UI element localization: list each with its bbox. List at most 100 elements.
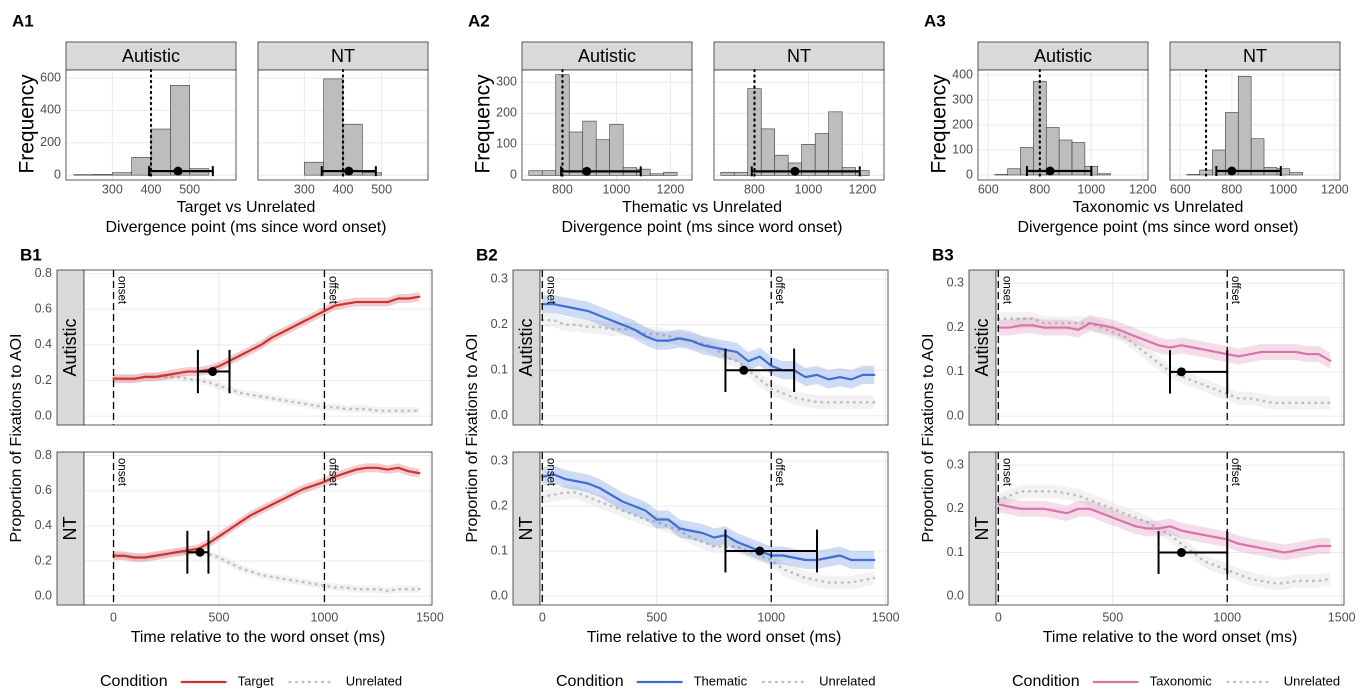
x-tick-label: 600 (978, 182, 999, 196)
y-tick-label: 0.1 (491, 543, 508, 557)
y-tick-label: 0.0 (491, 408, 508, 422)
facet-label: Autistic (972, 318, 992, 376)
estimate-point (739, 365, 749, 375)
facet-strip (512, 451, 541, 606)
x-tick-label: 500 (371, 182, 392, 196)
y-tick-label: 0.0 (35, 589, 52, 603)
histogram-bar (733, 171, 749, 176)
y-tick-label: 0.3 (947, 457, 964, 471)
annotation-label: onset (544, 276, 556, 305)
x-tick-label: 1200 (849, 182, 877, 196)
histogram-bar (814, 133, 829, 176)
plot-background (996, 452, 1344, 605)
panel-label: A1 (12, 11, 34, 30)
y-tick-label: 0 (510, 168, 517, 182)
histogram-bar (994, 174, 1008, 176)
y-tick-label: 0.0 (947, 408, 964, 422)
x-tick-label: 1200 (1321, 182, 1349, 196)
y-tick-label: 300 (496, 75, 517, 89)
x-axis-title: Time relative to the word onset (ms) (587, 629, 842, 646)
x-tick-label: 1000 (1077, 182, 1105, 196)
plot-border (257, 69, 429, 181)
x-tick-label: 0 (995, 610, 1002, 624)
histogram-bar (855, 170, 870, 176)
y-tick-label: 0 (54, 167, 61, 181)
histogram-bar (649, 173, 664, 176)
ribbon (113, 463, 420, 562)
panel-label: A2 (468, 11, 490, 30)
y-tick-label: 200 (496, 106, 517, 120)
annotation-label: onset (115, 458, 127, 487)
x-tick-label: 300 (294, 182, 315, 196)
ribbon (542, 485, 875, 590)
x-tick-label: 300 (102, 182, 123, 196)
plot-border (521, 69, 693, 181)
facet-label: NT (972, 517, 992, 541)
histogram-bar (92, 174, 113, 176)
y-tick-label: 0.2 (35, 373, 52, 387)
estimate-point (582, 166, 592, 176)
estimate-point (173, 166, 183, 176)
legend-label: Thematic (694, 673, 748, 688)
y-tick-label: 0.2 (491, 317, 508, 331)
panel-label: A3 (924, 11, 946, 30)
y-tick-label: 0.6 (35, 483, 52, 497)
legend-title: Condition (556, 673, 624, 690)
y-tick-label: 0.3 (491, 271, 508, 285)
estimate-point (1176, 548, 1186, 558)
legend-title: Condition (100, 673, 168, 690)
series-line (997, 322, 1332, 362)
y-tick-label: 0.6 (35, 301, 52, 315)
x-axis-title: Time relative to the word onset (ms) (1043, 629, 1298, 646)
y-tick-label: 0.2 (35, 553, 52, 567)
facet-strip (713, 41, 885, 71)
plot-border (65, 69, 237, 181)
facet-label: Autistic (516, 318, 536, 376)
series-line (112, 295, 421, 380)
histogram-bar (1058, 139, 1073, 176)
y-tick-label: 0.2 (947, 501, 964, 515)
x-tick-label: 800 (1029, 182, 1050, 196)
histogram-bar (1033, 80, 1047, 176)
legend-label: Taxonomic (1150, 673, 1213, 688)
series-line (112, 375, 421, 413)
y-tick-label: 0.0 (947, 589, 964, 603)
histogram-bar (828, 111, 843, 176)
facet-strip (257, 41, 429, 71)
y-tick-label: 0.0 (35, 408, 52, 422)
histogram-bar (1225, 112, 1239, 176)
estimate-point (344, 166, 354, 176)
y-tick-label: 0.8 (35, 448, 52, 462)
y-tick-label: 0.0 (491, 588, 508, 602)
y-tick-label: 200 (40, 135, 61, 149)
y-tick-label: 0.4 (35, 337, 52, 351)
x-tick-label: 400 (141, 182, 162, 196)
facet-strip (512, 269, 541, 426)
facet-label: Autistic (122, 46, 180, 66)
annotation-label: onset (1000, 276, 1012, 305)
facet-label: NT (787, 46, 811, 66)
x-tick-label: 400 (333, 182, 354, 196)
facet-label: Autistic (60, 318, 80, 376)
y-tick-label: 100 (952, 142, 973, 156)
series-line (112, 466, 421, 559)
x-tick-label: 1000 (795, 182, 823, 196)
annotation-label: onset (115, 276, 127, 305)
series-line (997, 503, 1332, 554)
facet-strip (968, 269, 997, 426)
facet-label: NT (516, 517, 536, 541)
y-tick-label: 600 (40, 70, 61, 84)
ribbon (113, 548, 420, 595)
x-tick-label: 500 (646, 610, 667, 624)
y-tick-label: 0.2 (491, 498, 508, 512)
x-tick-label: 1000 (603, 182, 631, 196)
facet-label: Autistic (1034, 46, 1092, 66)
histogram-bar (1097, 173, 1111, 176)
x-tick-label: 500 (1102, 610, 1123, 624)
facet-strip (65, 41, 237, 71)
x-tick-label: 800 (1221, 182, 1242, 196)
histogram-bar (1289, 172, 1303, 176)
facet-label: Autistic (578, 46, 636, 66)
series-line (996, 490, 1332, 585)
